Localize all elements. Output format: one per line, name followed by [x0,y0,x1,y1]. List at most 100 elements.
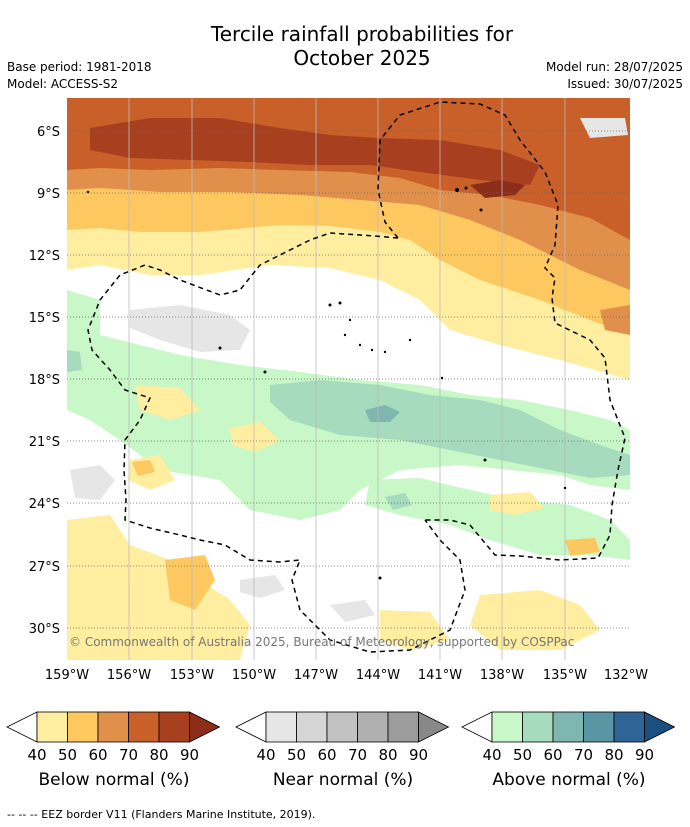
colorbar-tick-label: 70 [348,746,367,764]
lon-label: 156°W [107,668,151,683]
colorbar-segment [265,711,297,743]
islands [86,186,567,580]
colorbar-tick-label: 60 [317,746,336,764]
lon-label: 138°W [480,668,524,683]
colorbar-tick-label: 60 [88,746,107,764]
below-50-patch [165,555,215,610]
lon-gridlines [128,98,566,660]
lon-label: 141°W [418,668,462,683]
colorbar-segment [36,711,68,743]
above-40-band [365,478,630,560]
issued-date: Issued: 30/07/2025 [567,77,683,91]
lat-label: 30°S [29,622,60,637]
below-40-patch [470,590,600,650]
colorbar-tick-label: 90 [409,746,428,764]
lon-label: 153°W [170,668,214,683]
colorbar-segment [491,711,523,743]
lat-axis: 6°S 9°S 12°S 15°S 18°S 21°S 24°S 27°S 30… [29,125,60,637]
colorbar-tick-label: 70 [574,746,593,764]
model-run: Model run: 28/07/2025 [545,60,683,74]
lon-label: 135°W [543,668,587,683]
colorbar-segment [552,711,584,743]
title-line2: October 2025 [293,46,431,70]
below-40-patch [380,610,450,650]
lat-label: 6°S [37,125,60,140]
colorbar-tick-label: 50 [287,746,306,764]
colorbar-over-triangle [189,711,221,743]
colorbar-segment [97,711,129,743]
lon-label: 144°W [356,668,400,683]
colorbar-segment [128,711,160,743]
colorbar-tick-label: 80 [604,746,623,764]
colorbar-tick-label: 70 [119,746,138,764]
near-40-patch [330,600,375,622]
colorbar-segment [522,711,554,743]
lat-label: 18°S [29,373,60,388]
colorbar-segment [67,711,99,743]
above-50-patch [67,350,82,372]
lon-label: 132°W [604,668,648,683]
colorbar-tick-label: 90 [635,746,654,764]
map-plot-area [67,98,630,660]
base-period: Base period: 1981-2018 [7,60,152,74]
below-60-patch [600,305,630,335]
below-50-patch [565,538,600,556]
colorbar-under-triangle [461,711,493,743]
model-name: Model: ACCESS-S2 [7,77,119,91]
meta-left: Base period: 1981-2018 Model: ACCESS-S2 [7,59,152,93]
below-80-band [90,118,540,185]
colorbar-tick-label: 50 [58,746,77,764]
colorbar-segment [387,711,419,743]
colorbar-segment [158,711,190,743]
colorbar-segment [613,711,645,743]
colorbar-segment [583,711,615,743]
colorbar-segment [296,711,328,743]
colorbar-tick-label: 60 [543,746,562,764]
lon-axis: 159°W 156°W 153°W 150°W 147°W 144°W 141°… [45,668,648,683]
colorbar-over-triangle [418,711,450,743]
lon-label: 150°W [232,668,276,683]
colorbar-segment [326,711,358,743]
eez-footer-note: -- -- -- EEZ border V11 (Flanders Marine… [7,808,316,821]
eez-border-cook-islands [87,232,466,653]
below-50-patch [132,460,155,476]
colorbar-tick-label: 50 [513,746,532,764]
above-50-band [270,380,630,478]
lat-label: 12°S [29,249,60,264]
below-90-patch [470,180,525,198]
colorbar-under-triangle [6,711,38,743]
colorbar-over-triangle [644,711,676,743]
below-40-patch [490,492,545,515]
colorbar-tick-label: 40 [482,746,501,764]
lat-label: 15°S [29,311,60,326]
below-40-patch [135,385,200,420]
lat-label: 21°S [29,435,60,450]
above-60-patch [365,405,400,422]
colorbar-title-below: Below normal (%) [38,770,190,790]
lon-label: 159°W [45,668,89,683]
colorbar-above-normal: 40 50 60 70 80 90 [461,711,676,764]
colorbar-tick-label: 90 [180,746,199,764]
lat-gridlines [67,130,630,629]
near-40-patch [240,575,285,598]
copyright-notice: © Commonwealth of Australia 2025, Bureau… [69,635,574,649]
lon-label: 147°W [294,668,338,683]
below-40-band [67,515,250,660]
colorbar-tick-label: 40 [27,746,46,764]
eez-border-french-polynesia [377,101,626,561]
colorbar-tick-label: 80 [378,746,397,764]
colorbar-tick-label: 40 [256,746,275,764]
lat-label: 24°S [29,497,60,512]
near-40-patch [580,118,628,138]
meta-right: Model run: 28/07/2025 Issued: 30/07/2025 [546,59,683,93]
colorbar-title-near: Near normal (%) [272,770,414,790]
below-40-patch [230,422,280,452]
colorbar-tick-label: 80 [149,746,168,764]
lat-label: 9°S [37,187,60,202]
colorbar-title-above: Above normal (%) [492,770,646,790]
colorbar-segment [357,711,389,743]
lat-label: 27°S [29,560,60,575]
map-title: Tercile rainfall probabilities for Octob… [0,22,690,70]
title-line1: Tercile rainfall probabilities for [210,22,514,46]
colorbar-near-normal: 40 50 60 70 80 90 [235,711,450,764]
